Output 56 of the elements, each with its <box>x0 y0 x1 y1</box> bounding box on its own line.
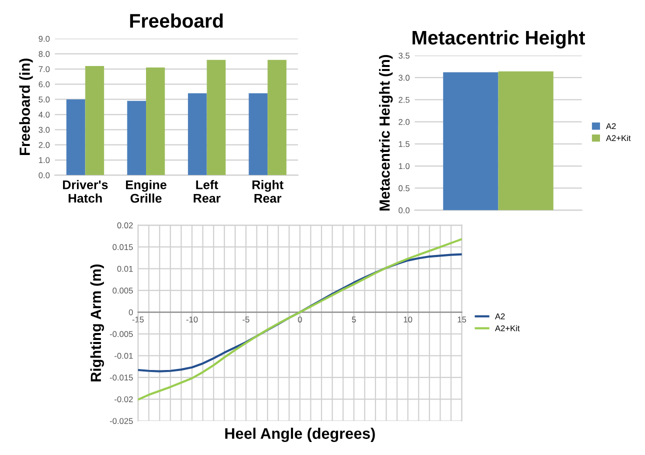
legend-label: A2 <box>606 123 616 130</box>
y-tick-label: 2.5 <box>398 96 410 103</box>
bar <box>127 100 146 176</box>
y-tick-label: 1.0 <box>398 163 410 170</box>
x-tick-label: -10 <box>186 316 198 322</box>
y-tick-label: 9.0 <box>38 36 50 42</box>
x-tick-label: -5 <box>242 316 250 322</box>
y-tick-label: 4.0 <box>38 112 50 118</box>
y-tick-label: -0.025 <box>110 418 133 424</box>
y-tick-label: 3.0 <box>398 74 410 81</box>
chart-title: Freeboard <box>130 13 223 28</box>
y-tick-label: -0.015 <box>110 374 133 380</box>
x-tick-label: 15 <box>458 316 466 322</box>
y-tick-label: 8.0 <box>38 51 50 57</box>
y-tick-label: 1.0 <box>39 157 50 164</box>
bar <box>66 99 86 176</box>
y-tick-label: 5.0 <box>38 96 50 102</box>
legend-label: A2+Kit <box>494 325 520 332</box>
x-tick-label: 5 <box>352 316 356 322</box>
y-tick-label: 2.0 <box>38 142 50 148</box>
bar <box>85 66 104 176</box>
x-tick-label: Left Rear <box>194 180 221 203</box>
y-tick-label: 0.0 <box>398 207 410 214</box>
x-tick-label: 10 <box>404 316 412 322</box>
y-axis-title: Righting Arm (m) <box>90 264 104 382</box>
y-tick-label: -0.02 <box>114 396 133 402</box>
y-tick-label: -0.005 <box>110 331 133 338</box>
legend-label: A2 <box>494 313 505 320</box>
y-tick-label: 7.0 <box>38 66 50 72</box>
bar <box>268 60 286 176</box>
y-tick-label: 0 <box>128 309 133 316</box>
bar <box>146 67 165 176</box>
y-tick-label: 0.005 <box>112 288 133 294</box>
x-tick-label: 0 <box>298 316 302 322</box>
y-tick-label: 2.0 <box>398 119 410 125</box>
y-tick-label: 1.5 <box>398 141 410 148</box>
y-axis-title: Freeboard (in) <box>19 58 33 155</box>
y-tick-label: 3.5 <box>398 52 410 59</box>
y-tick-label: -0.01 <box>114 352 133 359</box>
x-tick-label: Driver's Hatch <box>63 180 108 203</box>
legend-label: A2+Kit <box>606 134 631 142</box>
y-tick-label: 3.0 <box>38 126 50 133</box>
y-tick-label: 0.01 <box>117 266 133 272</box>
bar <box>188 93 207 176</box>
x-tick-label: Right Rear <box>252 180 284 203</box>
y-tick-label: 6.0 <box>38 81 50 88</box>
y-tick-label: 0.02 <box>117 222 133 228</box>
bar <box>206 60 226 176</box>
x-axis-title: Heel Angle (degrees) <box>225 428 375 442</box>
y-axis-title: Metacentric Height (in) <box>379 54 393 210</box>
chart-title: Metacentric Height <box>412 30 586 49</box>
bar <box>248 93 268 176</box>
x-tick-label: Engine Grille <box>126 180 166 203</box>
y-tick-label: 0.0 <box>38 172 50 178</box>
y-tick-label: 0.5 <box>398 185 410 192</box>
y-tick-label: 0.015 <box>112 244 133 250</box>
